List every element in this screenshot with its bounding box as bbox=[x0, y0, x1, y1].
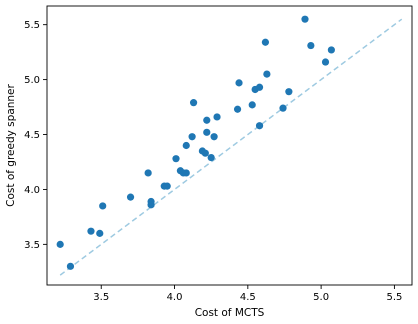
data-point-38 bbox=[321, 58, 330, 66]
x-tick-label-4: 5.0 bbox=[313, 292, 329, 303]
data-point-9 bbox=[147, 201, 155, 209]
x-tick-label-1: 3.5 bbox=[93, 292, 109, 303]
data-point-11 bbox=[163, 182, 171, 190]
data-point-27 bbox=[235, 79, 243, 87]
plot-area bbox=[56, 15, 403, 276]
data-point-3 bbox=[87, 227, 95, 235]
data-point-15 bbox=[182, 169, 190, 177]
data-point-6 bbox=[126, 193, 135, 201]
data-point-4 bbox=[96, 229, 104, 237]
y-tick-label-2: 4.0 bbox=[24, 185, 40, 196]
data-point-24 bbox=[210, 133, 218, 141]
data-point-2 bbox=[66, 262, 75, 270]
data-point-32 bbox=[261, 38, 270, 46]
data-point-37 bbox=[307, 41, 315, 50]
y-tick-label-1: 3.5 bbox=[24, 240, 40, 251]
data-point-23 bbox=[207, 153, 215, 162]
data-point-35 bbox=[285, 88, 293, 96]
data-point-33 bbox=[263, 70, 271, 78]
data-point-12 bbox=[172, 155, 180, 163]
data-point-30 bbox=[255, 83, 264, 91]
data-point-1 bbox=[56, 240, 64, 248]
y-tick-label-5: 5.5 bbox=[24, 20, 40, 31]
data-point-28 bbox=[248, 101, 256, 109]
data-point-18 bbox=[189, 99, 198, 107]
y-tick-label-3: 4.5 bbox=[24, 130, 40, 141]
data-point-34 bbox=[279, 104, 287, 112]
x-tick-label-3: 4.5 bbox=[240, 292, 256, 303]
data-point-25 bbox=[213, 113, 221, 121]
data-point-17 bbox=[188, 133, 196, 141]
data-point-5 bbox=[99, 202, 107, 210]
plot-frame bbox=[46, 5, 413, 286]
data-point-7 bbox=[144, 169, 152, 177]
y-axis-title: Cost of greedy spanner bbox=[5, 83, 17, 206]
data-point-36 bbox=[301, 15, 309, 23]
y-tick-label-4: 5.0 bbox=[24, 75, 40, 86]
data-point-16 bbox=[182, 141, 190, 150]
x-tick-label-5: 5.5 bbox=[386, 292, 402, 303]
data-point-21 bbox=[203, 116, 211, 124]
reference-line bbox=[59, 18, 403, 276]
x-tick-label-2: 4.0 bbox=[167, 292, 183, 303]
data-point-22 bbox=[203, 128, 211, 136]
data-point-26 bbox=[233, 105, 242, 113]
x-axis-title: Cost of MCTS bbox=[195, 307, 265, 319]
axes: 3.5 4.0 4.5 5.0 5.5 3.5 4.0 4.5 5.0 5.5 bbox=[24, 5, 413, 303]
data-point-31 bbox=[255, 122, 264, 130]
data-point-20 bbox=[201, 149, 209, 157]
data-point-39 bbox=[327, 46, 335, 54]
